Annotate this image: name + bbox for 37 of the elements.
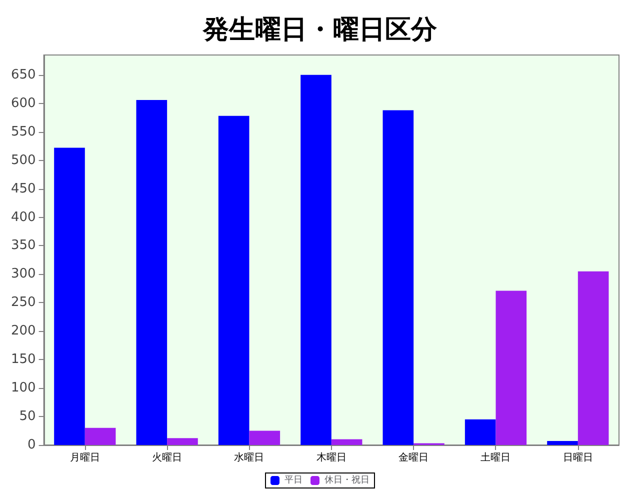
chart-title: 発生曜日・曜日区分	[202, 15, 438, 45]
y-tick-label: 150	[10, 352, 36, 368]
legend-label: 休日・祝日	[324, 474, 370, 486]
bar	[331, 439, 362, 445]
y-tick-label: 250	[10, 295, 36, 310]
x-tick-label: 土曜日	[480, 452, 511, 464]
x-tick-label: 水曜日	[234, 452, 264, 464]
y-tick-label: 500	[10, 152, 36, 168]
y-tick-label: 50	[19, 409, 36, 424]
y-tick-label: 200	[10, 324, 36, 339]
x-tick-label: 月曜日	[70, 452, 100, 464]
bar	[167, 438, 198, 445]
y-tick-label: 0	[28, 438, 36, 452]
x-tick-label: 日曜日	[562, 452, 593, 464]
bar	[464, 419, 496, 445]
y-tick-label: 400	[10, 210, 36, 225]
bar	[300, 74, 332, 445]
bar	[547, 441, 578, 445]
legend-label: 平日	[284, 476, 302, 486]
bar	[218, 116, 250, 445]
y-tick-label: 300	[10, 266, 36, 282]
x-tick-label: 金曜日	[398, 452, 429, 464]
x-tick-label: 木曜日	[316, 452, 346, 464]
y-tick-label: 100	[10, 380, 36, 396]
y-tick-label: 450	[10, 181, 36, 196]
y-tick-label: 550	[10, 124, 36, 140]
y-tick-label: 600	[10, 96, 36, 111]
y-tick-label: 350	[10, 238, 36, 254]
x-tick-label: 火曜日	[152, 452, 182, 464]
bar	[496, 290, 527, 445]
bar	[54, 148, 85, 445]
bar	[578, 271, 609, 445]
bar	[249, 430, 280, 445]
bar	[382, 110, 414, 445]
bar	[136, 100, 168, 445]
bar	[84, 428, 116, 445]
y-tick-label: 650	[10, 67, 36, 82]
